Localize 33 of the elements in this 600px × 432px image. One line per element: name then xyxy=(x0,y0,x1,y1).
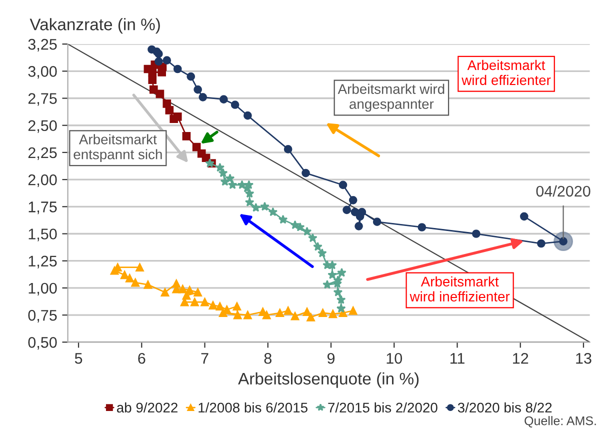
annotation: Arbeitsmarkt wird ineffizienter xyxy=(410,276,510,302)
x-tick-label: 6 xyxy=(138,352,146,364)
x-tick-label: 11 xyxy=(450,353,464,364)
legend-label: 3/2020 bis 8/22 xyxy=(458,402,552,413)
y-tick-label: 2,50 xyxy=(28,120,57,133)
legend-label: ab 9/2022 xyxy=(116,402,178,413)
y-tick-label: 1,25 xyxy=(28,256,57,268)
x-tick-label: 10 xyxy=(386,352,402,364)
x-tick-label: 5 xyxy=(74,353,82,364)
y-tick-label: 0,75 xyxy=(28,310,57,323)
y-tick-label: 1,00 xyxy=(28,282,57,296)
y-tick-label: 0,50 xyxy=(28,337,57,350)
source-note: Quelle: AMS. xyxy=(524,416,596,428)
x-tick-label: 7 xyxy=(201,353,208,364)
x-axis-title: Arbeitslosenquote (in %) xyxy=(238,372,419,388)
annotation: Arbeitsmarkt wird effizienter xyxy=(462,60,551,86)
y-tick-label: 1,75 xyxy=(28,202,57,214)
annotation: Arbeitsmarkt wird angespannter xyxy=(338,84,444,112)
y-tick-label: 2,75 xyxy=(28,93,57,106)
x-tick-label: 8 xyxy=(264,352,272,364)
legend-label: 7/2015 bis 2/2020 xyxy=(328,402,438,413)
x-tick-label: 13 xyxy=(576,352,592,364)
y-tick-label: 3,00 xyxy=(28,66,57,79)
y-tick-label: 3,25 xyxy=(28,38,57,52)
legend-label: 1/2008 bis 6/2015 xyxy=(198,402,308,413)
y-axis-title: Vakanzrate (in %) xyxy=(30,18,160,34)
y-tick-label: 2,25 xyxy=(28,147,57,160)
y-tick-label: 1,50 xyxy=(28,228,57,242)
x-tick-label: 12 xyxy=(513,352,528,364)
y-tick-label: 2,00 xyxy=(28,174,57,188)
annotation: Arbeitsmarkt entspannt sich xyxy=(74,134,162,162)
annotation: 04/2020 xyxy=(536,185,590,197)
x-tick-label: 9 xyxy=(327,352,335,364)
